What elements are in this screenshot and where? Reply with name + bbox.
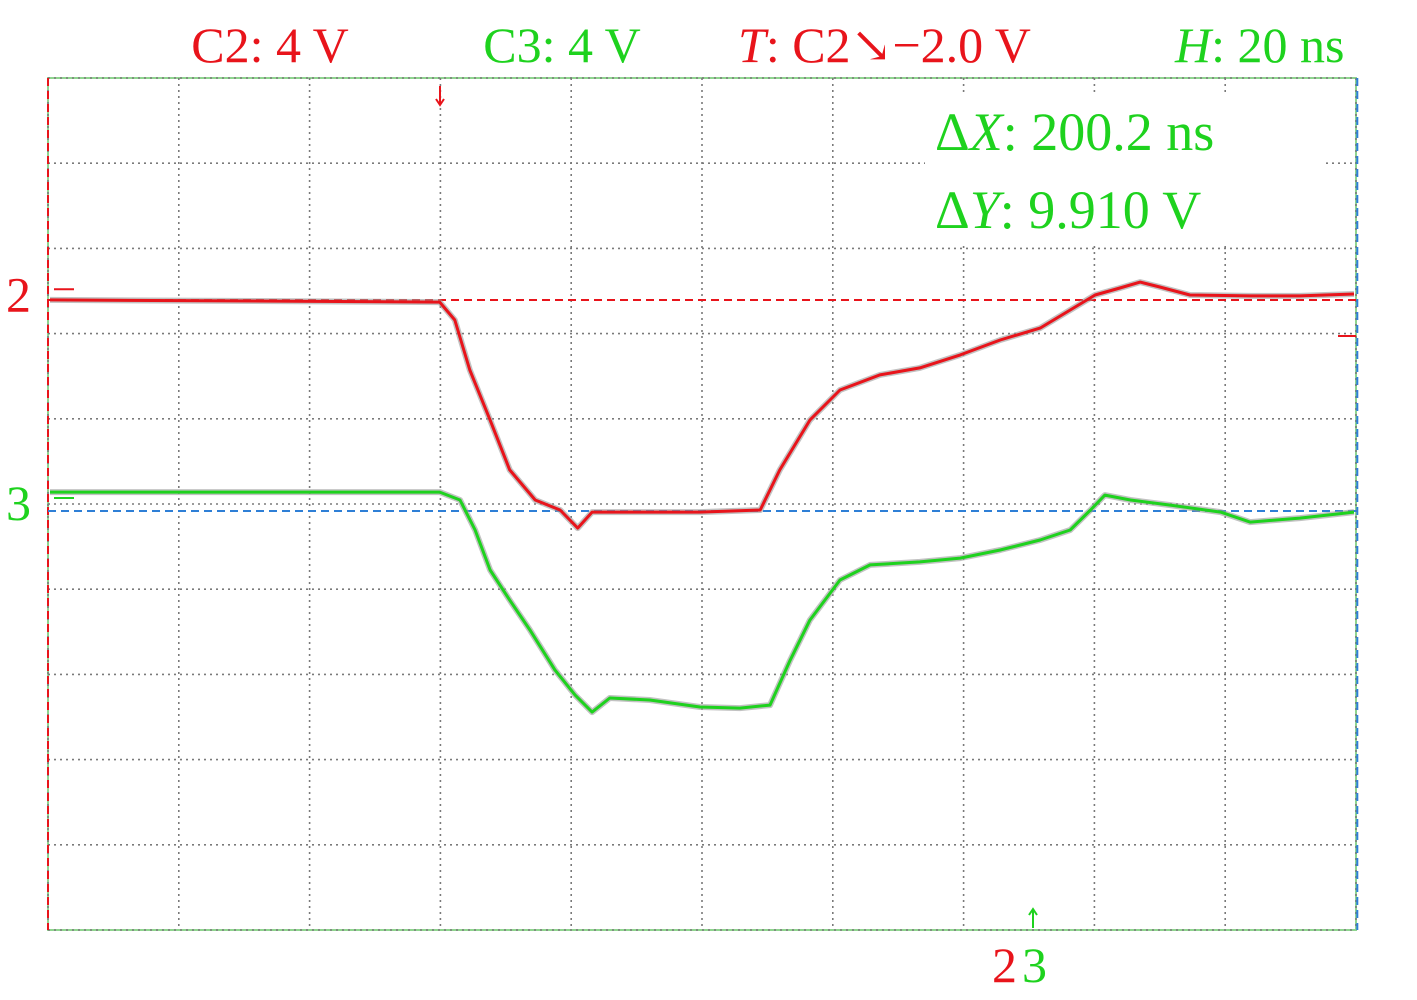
channel-id: 2 xyxy=(992,937,1017,993)
delta-var: X xyxy=(968,102,1005,162)
measurement-box xyxy=(925,95,1325,245)
trace xyxy=(49,280,1355,530)
trigger: T: C2↘−2.0 V xyxy=(738,17,1031,73)
measurements: ΔX: 200.2 ns ΔY: 9.910 V xyxy=(925,95,1325,245)
trace xyxy=(50,490,1355,714)
channel-marker: 3 xyxy=(6,475,31,531)
delta-sign: Δ xyxy=(935,102,970,162)
trigger-text: : C2↘−2.0 V xyxy=(766,17,1031,73)
trigger-label: T xyxy=(738,17,769,73)
delta-var: Y xyxy=(970,180,1005,240)
ch3-scale: C3: 4 V xyxy=(483,17,640,73)
delta-x: ΔX: 200.2 ns xyxy=(935,102,1214,162)
timebase: H: 20 ns xyxy=(1174,17,1344,73)
channel-marker: 2 xyxy=(6,266,31,322)
delta-text: : 200.2 ns xyxy=(1003,102,1215,162)
delta-y: ΔY: 9.910 V xyxy=(935,180,1201,240)
ch2-scale: C2: 4 V xyxy=(191,17,348,73)
delta-sign: Δ xyxy=(935,180,970,240)
timebase-label: H xyxy=(1174,17,1214,73)
trigger-pos-arrow xyxy=(435,86,445,107)
timebase-text: : 20 ns xyxy=(1211,17,1344,73)
header: C2: 4 V C3: 4 V T: C2↘−2.0 V H: 20 ns xyxy=(191,17,1344,73)
delta-text: : 9.910 V xyxy=(1000,180,1202,240)
channel-id: 3 xyxy=(1022,937,1047,993)
cursor-arrow xyxy=(1028,907,1038,928)
